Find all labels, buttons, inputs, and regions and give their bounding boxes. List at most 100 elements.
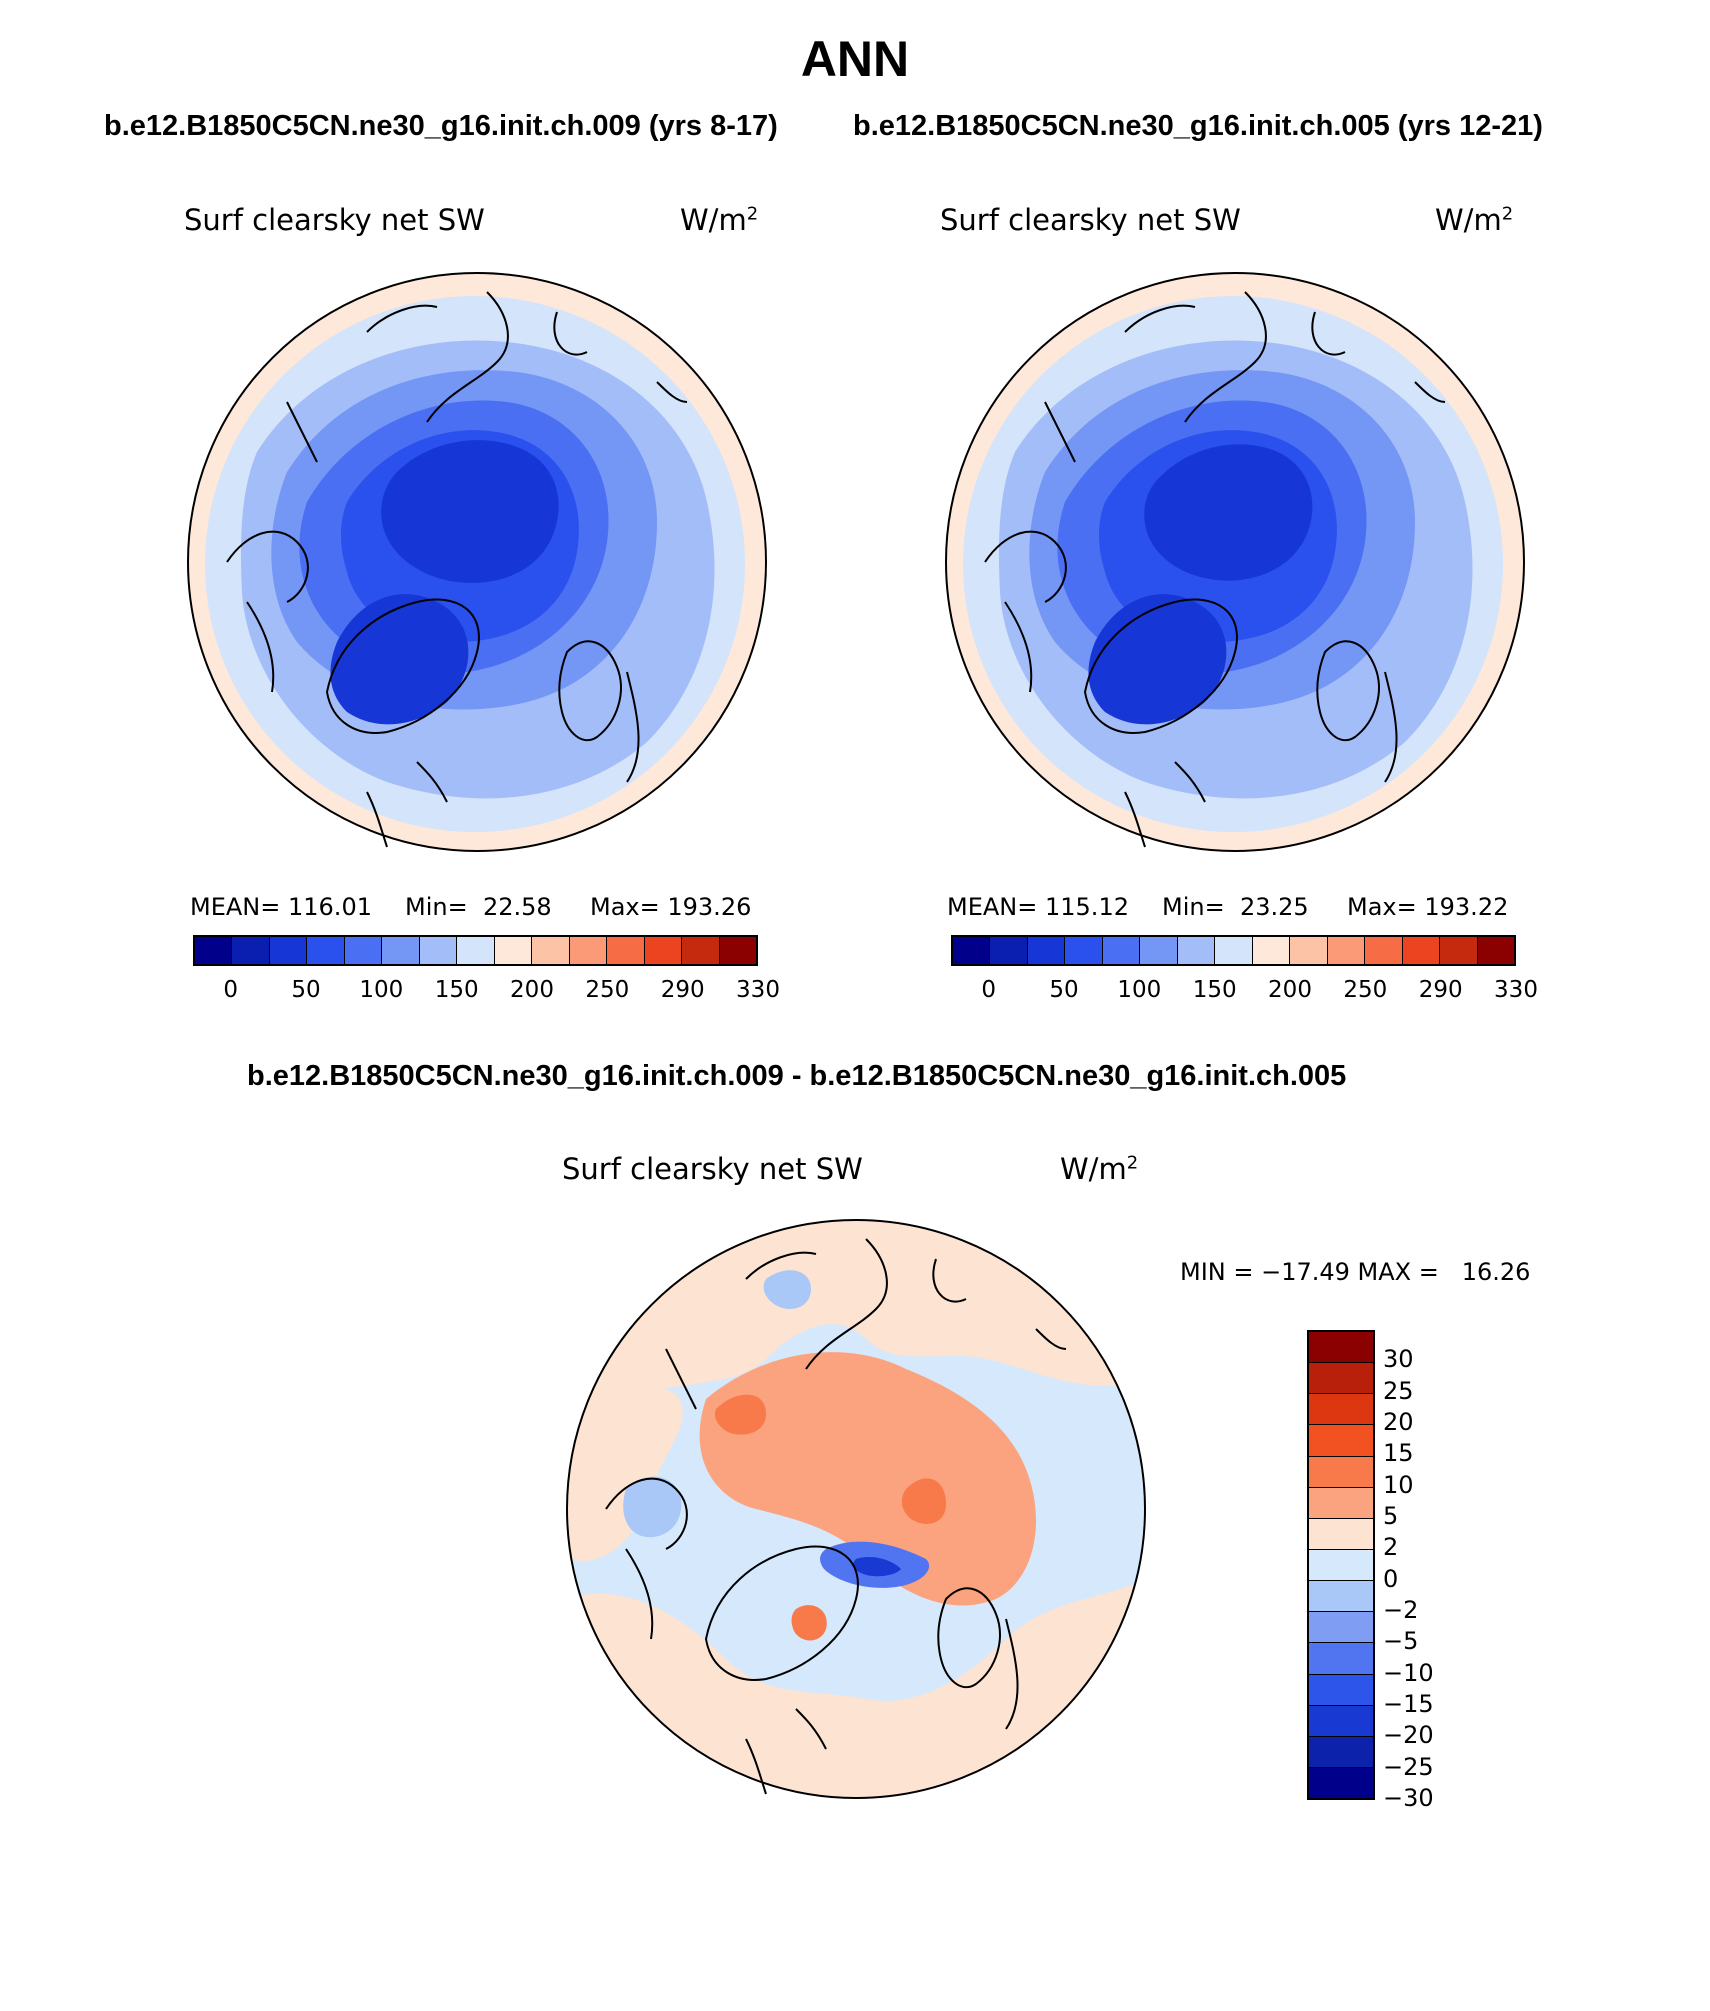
colorbar-swatch bbox=[1309, 1394, 1373, 1426]
colorbar-tick-label: −20 bbox=[1383, 1721, 1434, 1750]
map-contour-fill bbox=[1144, 444, 1313, 581]
panel-1-variable-label: Surf clearsky net SW bbox=[184, 203, 485, 237]
colorbar-swatch bbox=[344, 937, 383, 964]
colorbar-tick-label: −25 bbox=[1383, 1752, 1434, 1781]
colorbar-tick-label: 290 bbox=[1418, 977, 1463, 1003]
colorbar-tick-label: 330 bbox=[736, 977, 780, 1003]
colorbar-swatch bbox=[1402, 937, 1441, 964]
colorbar-swatch bbox=[1365, 937, 1403, 964]
colorbar-swatch bbox=[1065, 937, 1103, 964]
colorbar-swatch bbox=[1309, 1549, 1373, 1582]
colorbar-swatch bbox=[1309, 1674, 1373, 1706]
panel-2-max: Max= 193.22 bbox=[1347, 893, 1509, 921]
map-contour-fill bbox=[567, 1220, 1145, 1419]
colorbar-swatch bbox=[1309, 1518, 1373, 1550]
map-contour-fill bbox=[699, 1352, 1036, 1606]
difference-units: W/m2 bbox=[1060, 1152, 1139, 1186]
colorbar-swatch bbox=[1309, 1612, 1373, 1644]
colorbar-swatch bbox=[232, 937, 270, 964]
colorbar-swatch bbox=[1309, 1736, 1373, 1768]
polar-map-2 bbox=[945, 272, 1525, 852]
coastlines bbox=[984, 291, 1446, 848]
colorbar-tick-label: 15 bbox=[1383, 1439, 1414, 1468]
polar-map-1 bbox=[187, 272, 767, 852]
panel-1-subtitle: b.e12.B1850C5CN.ne30_g16.init.ch.009 (yr… bbox=[104, 110, 778, 142]
colorbar-swatch bbox=[269, 937, 308, 964]
colorbar-tick-label: −5 bbox=[1383, 1627, 1419, 1656]
colorbar-1 bbox=[193, 935, 758, 966]
colorbar-swatch bbox=[1309, 1767, 1373, 1799]
colorbar-swatch bbox=[1309, 1425, 1373, 1457]
colorbar-tick-label: 25 bbox=[1383, 1376, 1414, 1405]
colorbar-swatch bbox=[1309, 1456, 1373, 1488]
map-contour-fill bbox=[381, 440, 559, 583]
map-boundary bbox=[945, 272, 1525, 852]
colorbar-tick-label: 30 bbox=[1383, 1345, 1414, 1374]
colorbar-swatch bbox=[1215, 937, 1253, 964]
panel-1-units: W/m2 bbox=[680, 203, 759, 237]
colorbar-tick-label: 250 bbox=[1343, 977, 1388, 1003]
colorbar-swatch bbox=[532, 937, 570, 964]
colorbar-swatch bbox=[1177, 937, 1216, 964]
map-contour-fill bbox=[763, 1270, 811, 1309]
map-contour-fill bbox=[330, 594, 469, 725]
colorbar-swatch bbox=[1290, 937, 1328, 964]
colorbar-tick-label: −30 bbox=[1383, 1784, 1434, 1812]
panel-2-units: W/m2 bbox=[1435, 203, 1514, 237]
colorbar-tick-label: 200 bbox=[1268, 977, 1312, 1003]
colorbar-tick-label: −10 bbox=[1383, 1658, 1434, 1687]
colorbar-swatch bbox=[569, 937, 608, 964]
colorbar-swatch bbox=[990, 937, 1028, 964]
map-contour-fill bbox=[853, 1557, 901, 1577]
map-contour-fill bbox=[791, 1605, 827, 1641]
colorbar-tick-label: 10 bbox=[1383, 1470, 1414, 1499]
panel-1-min: Min= 22.58 bbox=[405, 893, 552, 921]
colorbar-tick-label: 20 bbox=[1383, 1408, 1414, 1436]
difference-min-max: MIN = −17.49 MAX = 16.26 bbox=[1180, 1258, 1531, 1286]
colorbar-swatch bbox=[1309, 1705, 1373, 1737]
colorbar-swatch bbox=[1140, 937, 1178, 964]
colorbar-tick-label: 0 bbox=[981, 977, 996, 1003]
difference-subtitle: b.e12.B1850C5CN.ne30_g16.init.ch.009 - b… bbox=[247, 1060, 1347, 1092]
colorbar-swatch bbox=[644, 937, 683, 964]
colorbar-tick-label: 150 bbox=[1192, 977, 1237, 1003]
colorbar-swatch bbox=[1027, 937, 1066, 964]
colorbar-swatch bbox=[1102, 937, 1141, 964]
colorbar-swatch bbox=[1327, 937, 1366, 964]
colorbar-tick-label: 5 bbox=[1383, 1502, 1399, 1530]
panel-2-mean: MEAN= 115.12 bbox=[947, 893, 1129, 921]
colorbar-swatch bbox=[195, 937, 233, 964]
colorbar-tick-label: 2 bbox=[1383, 1533, 1399, 1562]
map-contour-fill bbox=[714, 1394, 766, 1435]
colorbar-swatch bbox=[494, 937, 533, 964]
colorbar-tick-label: 50 bbox=[1049, 977, 1079, 1003]
coastlines bbox=[605, 1238, 1067, 1795]
colorbar-tick-label: 100 bbox=[1117, 977, 1162, 1003]
colorbar-tick-label: 250 bbox=[585, 977, 630, 1003]
colorbar-tick-label: 150 bbox=[434, 977, 479, 1003]
colorbar-swatch bbox=[1252, 937, 1291, 964]
colorbar-swatch bbox=[457, 937, 495, 964]
colorbar-tick-label: −15 bbox=[1383, 1690, 1434, 1718]
colorbar-swatch bbox=[1477, 937, 1515, 964]
panel-1-max: Max= 193.26 bbox=[590, 893, 752, 921]
panel-1-mean: MEAN= 116.01 bbox=[190, 893, 372, 921]
colorbar-swatch bbox=[953, 937, 991, 964]
colorbar-swatch bbox=[607, 937, 645, 964]
panel-2-subtitle: b.e12.B1850C5CN.ne30_g16.init.ch.005 (yr… bbox=[853, 110, 1543, 142]
colorbar-tick-label: 290 bbox=[660, 977, 705, 1003]
colorbar-swatch bbox=[382, 937, 420, 964]
colorbar-tick-label: 0 bbox=[1383, 1564, 1399, 1593]
difference-colorbar bbox=[1307, 1330, 1375, 1800]
colorbar-swatch bbox=[1309, 1363, 1373, 1395]
map-contour-fill bbox=[567, 1579, 1145, 1798]
colorbar-swatch bbox=[419, 937, 458, 964]
map-boundary bbox=[566, 1219, 1146, 1799]
colorbar-tick-label: 200 bbox=[510, 977, 554, 1003]
map-contour-fill bbox=[623, 1476, 682, 1538]
colorbar-swatch bbox=[682, 937, 720, 964]
difference-variable-label: Surf clearsky net SW bbox=[562, 1152, 863, 1186]
colorbar-tick-label: 100 bbox=[359, 977, 404, 1003]
polar-map-difference bbox=[566, 1219, 1146, 1799]
colorbar-swatch bbox=[307, 937, 345, 964]
